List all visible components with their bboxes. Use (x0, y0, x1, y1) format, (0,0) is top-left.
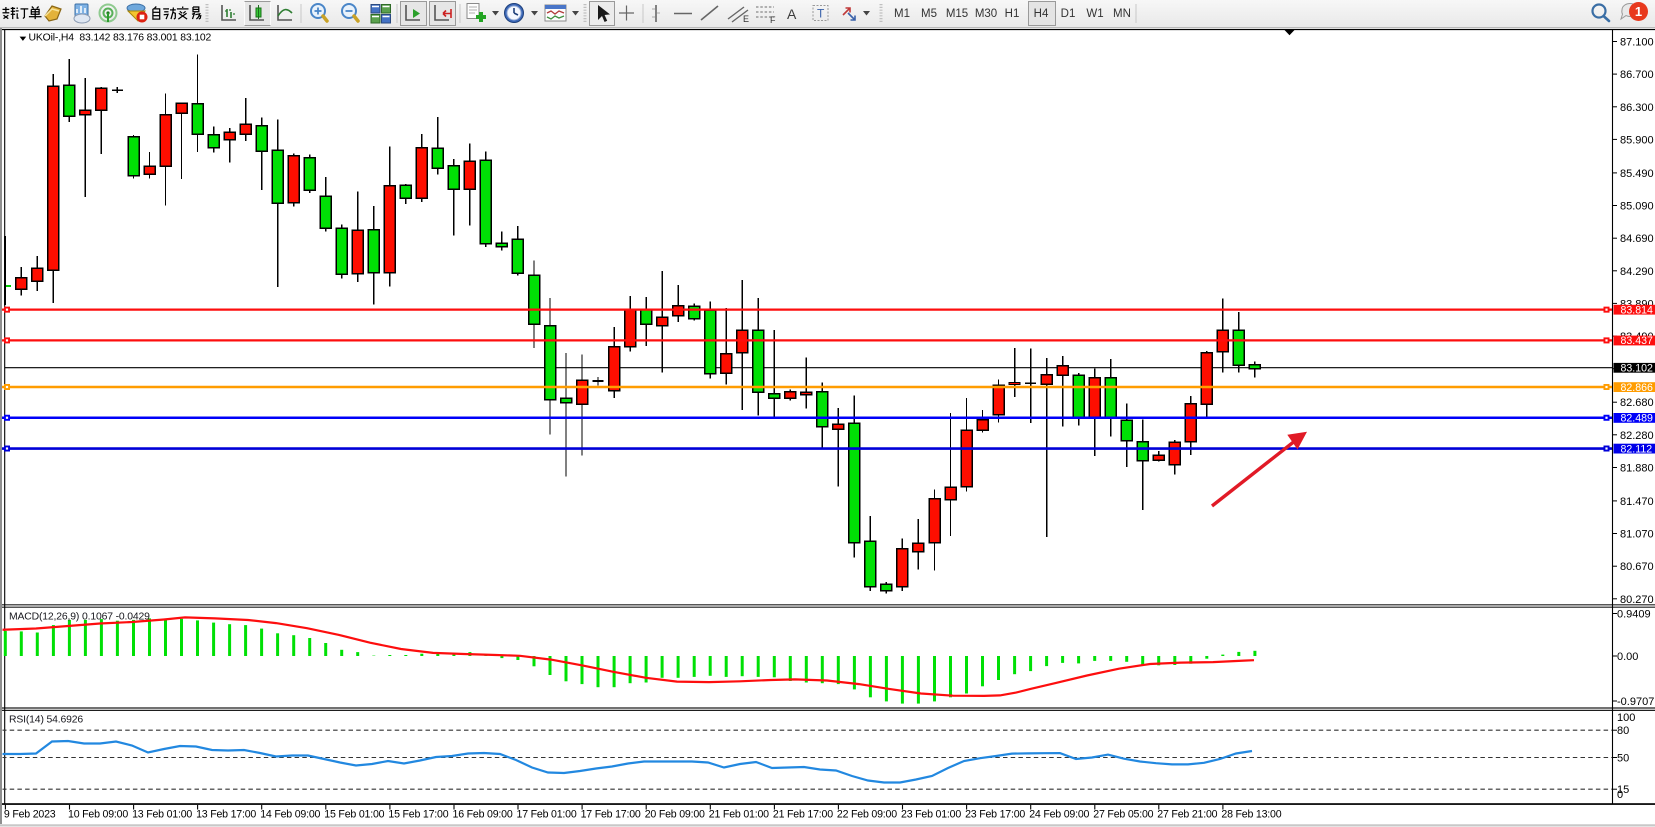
svg-text:23 Feb 17:00: 23 Feb 17:00 (965, 809, 1025, 821)
svg-text:T: T (817, 7, 825, 21)
svg-text:E: E (743, 14, 749, 24)
svg-text:82.680: 82.680 (1620, 397, 1654, 409)
svg-text:22 Feb 09:00: 22 Feb 09:00 (837, 809, 897, 821)
svg-text:RSI(14) 54.6926: RSI(14) 54.6926 (9, 715, 83, 726)
svg-text:82.866: 82.866 (1621, 382, 1654, 394)
svg-text:17 Feb 17:00: 17 Feb 17:00 (581, 809, 641, 821)
svg-text:16 Feb 09:00: 16 Feb 09:00 (453, 809, 513, 821)
svg-text:M5: M5 (921, 8, 937, 20)
svg-text:M30: M30 (975, 8, 997, 20)
svg-text:9 Feb 2023: 9 Feb 2023 (4, 809, 56, 821)
svg-text:82.489: 82.489 (1621, 413, 1654, 425)
svg-text:81.880: 81.880 (1620, 463, 1654, 475)
svg-text:UKOil-,H4 83.142 83.176 83.00: UKOil-,H4 83.142 83.176 83.001 83.102 (29, 33, 212, 44)
svg-text:1: 1 (1635, 4, 1642, 19)
svg-text:83.437: 83.437 (1621, 335, 1654, 347)
svg-text:0.00: 0.00 (1617, 651, 1638, 663)
svg-text:82.112: 82.112 (1621, 443, 1653, 455)
svg-text:84.690: 84.690 (1620, 233, 1654, 245)
svg-text:28 Feb 13:00: 28 Feb 13:00 (1221, 809, 1281, 821)
svg-text:10 Feb 09:00: 10 Feb 09:00 (68, 809, 128, 821)
svg-text:27 Feb 21:00: 27 Feb 21:00 (1157, 809, 1217, 821)
svg-text:83.102: 83.102 (1621, 363, 1654, 375)
svg-text:24 Feb 09:00: 24 Feb 09:00 (1029, 809, 1089, 821)
svg-text:87.100: 87.100 (1620, 37, 1654, 49)
svg-text:85.900: 85.900 (1620, 134, 1654, 146)
svg-text:81.470: 81.470 (1620, 496, 1654, 508)
svg-text:20 Feb 09:00: 20 Feb 09:00 (645, 809, 705, 821)
svg-text:85.490: 85.490 (1620, 168, 1654, 180)
svg-text:17 Feb 01:00: 17 Feb 01:00 (517, 809, 577, 821)
svg-text:0: 0 (1617, 789, 1623, 801)
svg-text:A: A (787, 6, 797, 22)
svg-text:85.090: 85.090 (1620, 201, 1654, 213)
svg-text:86.300: 86.300 (1620, 102, 1654, 114)
svg-text:83.814: 83.814 (1621, 304, 1654, 316)
svg-text:21 Feb 17:00: 21 Feb 17:00 (773, 809, 833, 821)
svg-text:-0.9707: -0.9707 (1617, 696, 1654, 708)
svg-text:15 Feb 01:00: 15 Feb 01:00 (324, 809, 384, 821)
svg-text:80.270: 80.270 (1620, 594, 1654, 606)
svg-text:100: 100 (1617, 712, 1635, 724)
svg-text:82.280: 82.280 (1620, 430, 1654, 442)
svg-text:86.700: 86.700 (1620, 69, 1654, 81)
svg-text:84.290: 84.290 (1620, 266, 1654, 278)
svg-text:MN: MN (1113, 8, 1131, 20)
svg-text:15: 15 (1617, 784, 1629, 796)
svg-text:H1: H1 (1005, 8, 1020, 20)
svg-text:M1: M1 (894, 8, 910, 20)
svg-text:D1: D1 (1061, 8, 1076, 20)
svg-text:23 Feb 01:00: 23 Feb 01:00 (901, 809, 961, 821)
svg-text:W1: W1 (1086, 8, 1103, 20)
svg-text:80.670: 80.670 (1620, 561, 1654, 573)
svg-text:80: 80 (1617, 725, 1629, 737)
svg-text:14 Feb 09:00: 14 Feb 09:00 (260, 809, 320, 821)
svg-text:MACD(12,26,9) 0.1067 -0.0429: MACD(12,26,9) 0.1067 -0.0429 (9, 612, 150, 623)
svg-text:F: F (770, 15, 776, 25)
svg-text:13 Feb 01:00: 13 Feb 01:00 (132, 809, 192, 821)
svg-text:27 Feb 05:00: 27 Feb 05:00 (1093, 809, 1153, 821)
svg-text:81.070: 81.070 (1620, 529, 1654, 541)
svg-text:13 Feb 17:00: 13 Feb 17:00 (196, 809, 256, 821)
svg-text:21 Feb 01:00: 21 Feb 01:00 (709, 809, 769, 821)
svg-text:0.9409: 0.9409 (1617, 609, 1651, 621)
svg-text:H4: H4 (1034, 8, 1049, 20)
svg-text:M15: M15 (946, 8, 968, 20)
svg-text:15 Feb 17:00: 15 Feb 17:00 (388, 809, 448, 821)
svg-text:50: 50 (1617, 753, 1629, 765)
